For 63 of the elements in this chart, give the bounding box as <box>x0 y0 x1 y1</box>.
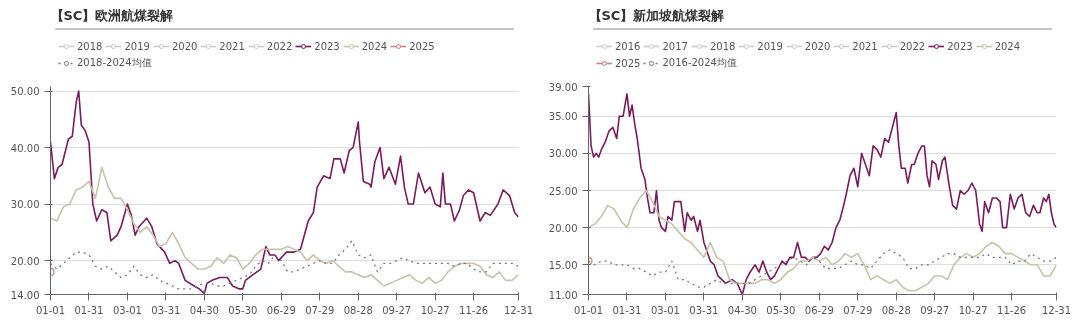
legend-label: 2019 <box>124 40 150 52</box>
y-tick-label: 30.00 <box>10 199 40 211</box>
legend-label: 2017 <box>662 40 688 52</box>
x-tick-label: 01-31 <box>612 304 642 316</box>
legend-label: 2018 <box>77 40 103 52</box>
x-tick-label: 04-30 <box>727 304 757 316</box>
x-tick-label: 07-29 <box>305 304 335 316</box>
x-tick-label: 01-31 <box>74 304 104 316</box>
legend-label: 2022 <box>266 40 293 52</box>
x-tick-label: 11-26 <box>997 304 1027 316</box>
x-tick-label: 06-29 <box>266 304 296 316</box>
y-tick-label: 20.00 <box>548 222 578 234</box>
x-tick-label: 12-31 <box>503 304 534 316</box>
x-tick-label: 11-26 <box>459 304 489 316</box>
x-tick-label: 05-30 <box>228 304 258 316</box>
chart-title: 【SC】新加坡航煤裂解 <box>588 7 725 23</box>
x-tick-label: 08-28 <box>343 304 373 316</box>
y-tick-label: 35.00 <box>548 111 578 123</box>
y-tick-label: 39.00 <box>548 81 578 93</box>
y-tick-label: 15.00 <box>548 259 578 271</box>
x-tick-label: 05-30 <box>766 304 796 316</box>
x-tick-label: 03-01 <box>650 304 680 316</box>
y-tick-label: 50.00 <box>10 86 40 98</box>
x-tick-label: 10-27 <box>420 304 450 316</box>
legend-label: 2016-2024均值 <box>662 56 737 70</box>
legend-label: 2020 <box>804 40 831 52</box>
legend-label: 2025 <box>615 57 641 69</box>
x-tick-label: 12-31 <box>1041 304 1072 316</box>
x-tick-label: 03-31 <box>689 304 719 316</box>
legend-label: 2023 <box>947 40 973 52</box>
y-tick-label: 20.00 <box>10 255 40 267</box>
x-tick-label: 09-27 <box>382 304 412 316</box>
y-tick-label: 30.00 <box>548 148 578 160</box>
y-tick-label: 25.00 <box>548 185 578 197</box>
x-tick-label: 08-28 <box>881 304 911 316</box>
x-tick-label: 09-27 <box>920 304 950 316</box>
legend-label: 2019 <box>757 40 783 52</box>
x-tick-label: 01-01 <box>573 304 604 316</box>
x-tick-label: 03-31 <box>151 304 181 316</box>
legend-label: 2016 <box>615 40 641 52</box>
legend-label: 2020 <box>171 40 198 52</box>
x-tick-label: 07-29 <box>843 304 873 316</box>
line-series <box>588 249 1057 288</box>
line-series <box>50 166 519 287</box>
legend-label: 2018 <box>709 40 736 52</box>
x-tick-label: 03-01 <box>112 304 142 316</box>
legend-label: 2023 <box>314 40 340 52</box>
legend-label: 2021 <box>852 40 878 52</box>
y-tick-label: 14.00 <box>10 289 40 301</box>
chart-title: 【SC】欧洲航煤裂解 <box>50 7 174 23</box>
legend-label: 2021 <box>219 40 245 52</box>
x-tick-label: 06-29 <box>804 304 834 316</box>
legend-label: 2022 <box>899 40 926 52</box>
legend-label: 2024 <box>994 40 1021 52</box>
y-tick-label: 40.00 <box>10 142 40 154</box>
legend-label: 2025 <box>409 40 435 52</box>
x-tick-label: 10-27 <box>958 304 988 316</box>
y-tick-label: 11.00 <box>548 289 578 301</box>
legend-label: 2018-2024均值 <box>77 56 152 70</box>
line-series <box>50 240 519 290</box>
x-tick-label: 04-30 <box>189 304 219 316</box>
x-tick-label: 01-01 <box>35 304 66 316</box>
legend-label: 2024 <box>361 40 388 52</box>
